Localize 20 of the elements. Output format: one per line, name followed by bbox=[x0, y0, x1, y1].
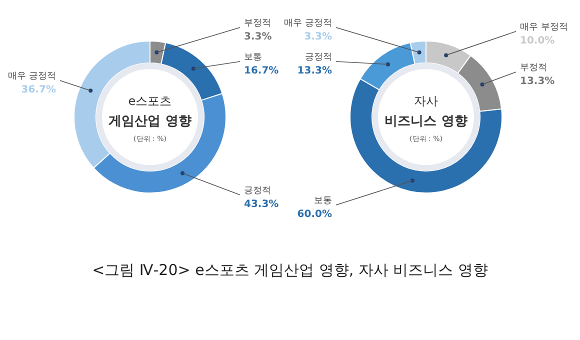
slice-label: 보통 bbox=[244, 52, 262, 62]
data-label: 60.0% bbox=[297, 209, 332, 220]
data-label: 36.7% bbox=[21, 84, 56, 96]
data-label: 3.3% bbox=[244, 31, 272, 42]
data-label: 13.3% bbox=[297, 65, 332, 76]
slice-label: 매우 긍정적 bbox=[8, 71, 56, 82]
data-label: 3.3% bbox=[304, 31, 332, 42]
slice-label: 매우 긍정적 bbox=[284, 18, 332, 28]
slice-label: 긍정적 bbox=[244, 186, 271, 196]
data-label: 16.7% bbox=[244, 65, 279, 76]
text: e스포츠 게임산업 영향 bbox=[108, 94, 192, 129]
slice-label: 보통 bbox=[314, 196, 332, 206]
text: <그림 Ⅳ-20> e스포츠 게임산업 영향, 자사 비즈니스 영향 bbox=[92, 261, 488, 279]
data-label: 13.3% bbox=[520, 76, 555, 87]
slice-label: 긍정적 bbox=[305, 52, 332, 62]
data-label: 43.3% bbox=[244, 198, 279, 210]
slice-label: 매우 부정적 bbox=[520, 22, 568, 32]
slice-label: 부정적 bbox=[244, 18, 271, 28]
slice-label: 부정적 bbox=[520, 63, 547, 73]
text: 자사 비즈니스 영향 bbox=[384, 94, 468, 129]
